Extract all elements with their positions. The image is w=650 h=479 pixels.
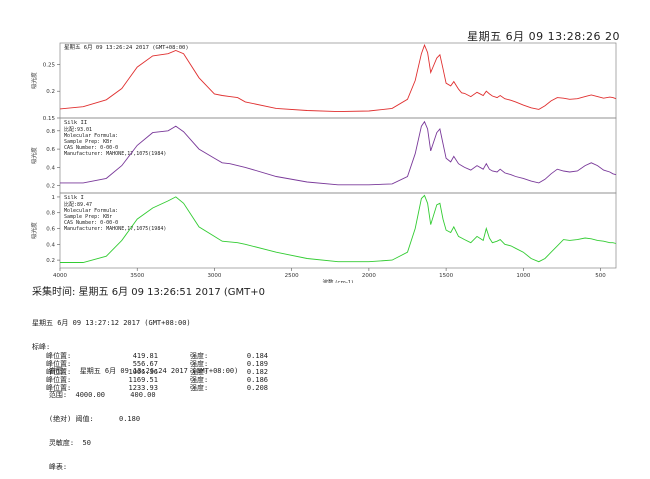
panel-info-line: Sample Prep: KBr xyxy=(64,214,112,220)
peak-position-value: 1066.36 xyxy=(128,368,158,376)
panel-title: Silk I xyxy=(64,195,84,201)
y-tick-label: 0.8 xyxy=(46,211,55,217)
x-tick-label: 1500 xyxy=(439,273,453,279)
peak-row: 峰位置: 419.81 强度: 0.184 xyxy=(32,352,268,360)
panel-info-line: 比配:93.01 xyxy=(64,126,92,133)
x-tick-label: 500 xyxy=(595,273,606,279)
peak-position-label: 峰位置: xyxy=(46,384,72,392)
y-tick-label: 0.25 xyxy=(43,62,56,68)
report-line: (绝对) 阈值: 0.180 xyxy=(32,415,141,423)
spectrum-panel: 0.2 0.4 0.6 0.8 吸光度 Silk II比配:93.01Molecular … xyxy=(30,117,617,194)
y-tick-label: 0.2 xyxy=(46,89,55,95)
panel-info-line: Manufacturer: MAHONE,17,1075(1984) xyxy=(64,226,166,232)
report-line: 谱图: 星期五 6月 09 13:26:24 2017 (GMT+08:00) xyxy=(32,367,239,375)
peak-position-value: 1169.51 xyxy=(128,376,158,384)
peak-position-value: 419.81 xyxy=(132,352,158,360)
spectrum-panel: 0.2 0.4 0.6 0.8 1 吸光度 Silk I比配:89.47Molecular … xyxy=(30,192,617,269)
x-tick-label: 3000 xyxy=(207,273,221,279)
spectrum-line xyxy=(60,194,617,263)
y-tick-label: 0.2 xyxy=(46,258,55,264)
report-line: 星期五 6月 09 13:27:12 2017 (GMT+08:00) xyxy=(32,319,191,327)
peak-table: 峰位置: 419.81 强度: 0.184 峰位置: 556.67 强度: 0.189 峰位… xyxy=(32,352,268,392)
report-line: 范围: 4000.00 400.00 xyxy=(32,391,156,399)
x-tick-label: 2000 xyxy=(362,273,376,279)
y-tick-label: 0.15 xyxy=(43,116,56,122)
spectra-stack-chart: 0.15 0.2 0.25 吸光度 星期五 6月 09 13:26:24 2017 (G… xyxy=(30,42,617,283)
header-timestamp: 星期五 6月 09 13:28:26 20 xyxy=(467,30,620,43)
peak-position-value: 1233.93 xyxy=(128,384,158,392)
panel-info-line: 比配:89.47 xyxy=(64,201,92,208)
report-line: 峰表: xyxy=(32,463,68,471)
panel-info-line: Manufacturer: MAHONE,17,1075(1984) xyxy=(64,151,166,157)
y-tick-label: 0.4 xyxy=(46,165,55,171)
x-tick-label: 2500 xyxy=(285,273,299,279)
peak-row: 峰位置: 1169.51 强度: 0.186 xyxy=(32,376,268,384)
y-tick-label: 0.6 xyxy=(46,147,55,153)
y-tick-label: 1 xyxy=(52,195,56,201)
panel-frame xyxy=(59,192,617,269)
x-axis-label: 波数 (cm-1) xyxy=(323,278,354,283)
peak-position-label: 峰位置: xyxy=(46,352,72,360)
report-line: 灵敏度: 50 xyxy=(32,439,91,447)
panel-info-line: Molecular Formula: xyxy=(64,133,118,139)
y-axis-label: 吸光度 xyxy=(30,72,38,89)
peak-intensity-value: 0.208 xyxy=(246,384,268,392)
peak-row: 峰位置: 1233.93 强度: 0.208 xyxy=(32,384,268,392)
spectrum-line xyxy=(59,43,617,113)
peak-intensity-label: 强度: xyxy=(190,368,209,376)
y-axis-label: 吸光度 xyxy=(30,222,38,239)
peak-intensity-value: 0.186 xyxy=(246,376,268,384)
peak-intensity-value: 0.189 xyxy=(246,360,268,368)
report-line: 标峰: xyxy=(32,343,51,351)
peak-intensity-label: 强度: xyxy=(190,360,209,368)
panel-title: 星期五 6月 09 13:26:24 2017 (GMT+08:00) xyxy=(64,44,189,51)
y-tick-label: 0.4 xyxy=(46,242,55,248)
spectrum-line xyxy=(60,120,617,186)
y-tick-label: 0.8 xyxy=(46,129,55,135)
y-tick-label: 0.6 xyxy=(46,227,55,233)
peak-position-value: 556.67 xyxy=(132,360,158,368)
peak-position-label: 峰位置: xyxy=(46,368,72,376)
x-tick-label: 3500 xyxy=(130,273,144,279)
panel-info-line: CAS Number: 0-00-0 xyxy=(64,145,118,151)
peak-intensity-value: 0.184 xyxy=(246,352,268,360)
panel-title: Silk II xyxy=(64,120,87,126)
peak-row: 峰位置: 556.67 强度: 0.189 xyxy=(32,360,268,368)
peak-row: 峰位置: 1066.36 强度: 0.182 xyxy=(32,368,268,376)
y-tick-label: 0.2 xyxy=(46,184,55,190)
peak-position-label: 峰位置: xyxy=(46,376,72,384)
peak-intensity-label: 强度: xyxy=(190,384,209,392)
peak-intensity-value: 0.182 xyxy=(246,368,268,376)
panel-frame xyxy=(59,42,617,119)
x-tick-label: 1000 xyxy=(516,273,530,279)
y-axis-label: 吸光度 xyxy=(30,147,38,164)
panel-info-line: Molecular Formula: xyxy=(64,208,118,214)
spectrum-panel: 0.15 0.2 0.25 吸光度 星期五 6月 09 13:26:24 2017 (G… xyxy=(30,42,617,122)
acquisition-time: 采集时间: 星期五 6月 09 13:26:51 2017 (GMT+0 xyxy=(32,287,266,298)
panel-info-line: CAS Number: 0-00-0 xyxy=(64,220,118,226)
peak-intensity-label: 强度: xyxy=(190,376,209,384)
x-tick-label: 4000 xyxy=(53,273,67,279)
panel-info-line: Sample Prep: KBr xyxy=(64,139,112,145)
peak-position-label: 峰位置: xyxy=(46,360,72,368)
peak-intensity-label: 强度: xyxy=(190,352,209,360)
